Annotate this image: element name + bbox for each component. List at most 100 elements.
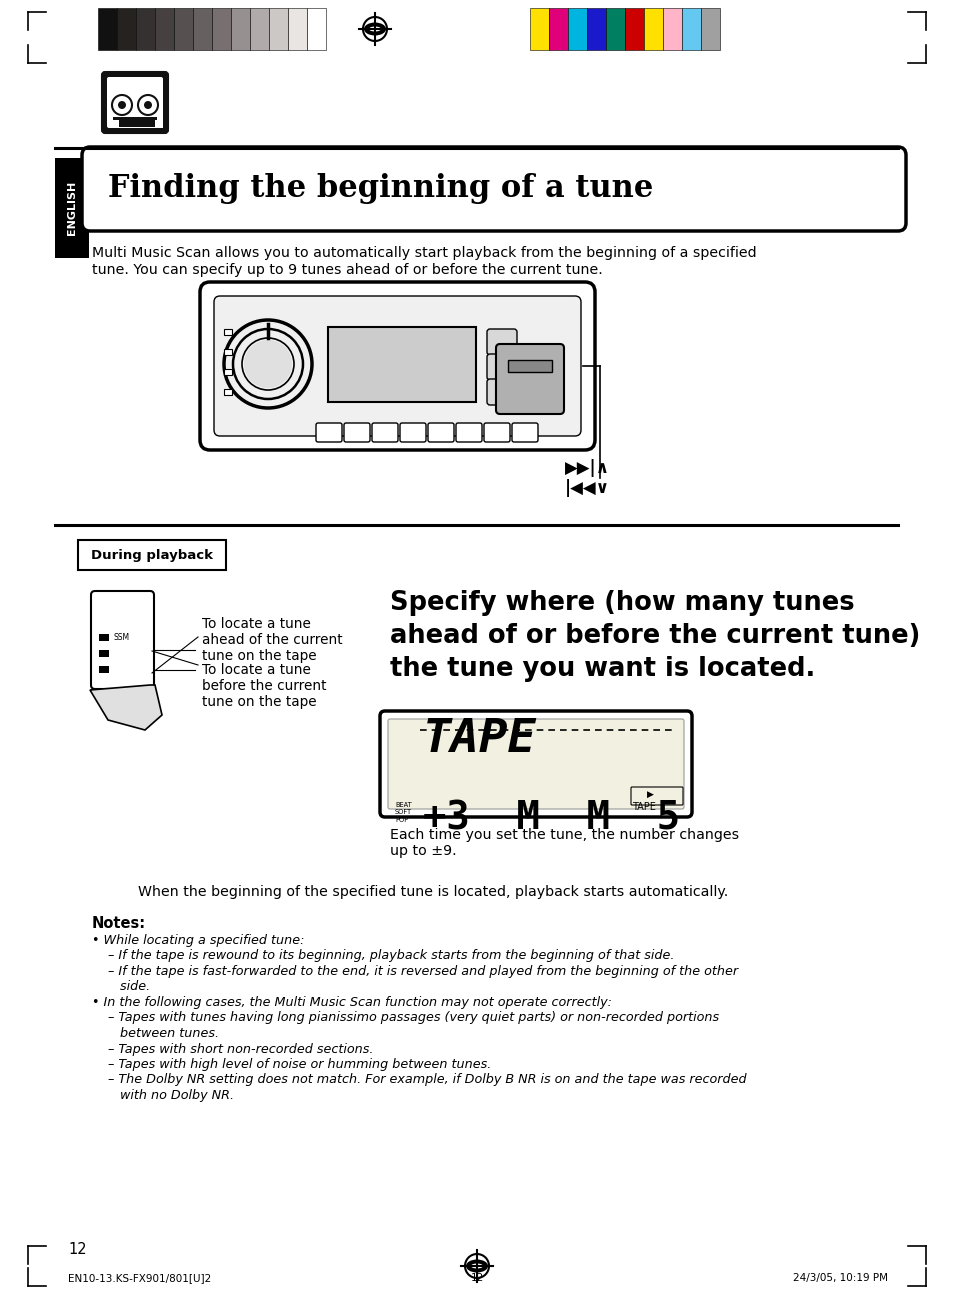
FancyBboxPatch shape [91, 591, 153, 688]
Text: with no Dolby NR.: with no Dolby NR. [108, 1090, 233, 1102]
Bar [55, 158, 89, 258]
Bar [224, 329, 232, 335]
Bar [643, 8, 662, 50]
Bar [250, 8, 269, 50]
FancyBboxPatch shape [483, 423, 510, 443]
Bar [193, 8, 212, 50]
Bar [548, 8, 567, 50]
Bar [224, 369, 232, 375]
Text: – If the tape is fast-forwarded to the end, it is reversed and played from the b: – If the tape is fast-forwarded to the e… [108, 965, 738, 978]
Text: During playback: During playback [91, 549, 213, 562]
Bar [231, 8, 250, 50]
Text: • In the following cases, the Multi Music Scan function may not operate correctl: • In the following cases, the Multi Musi… [91, 996, 611, 1009]
Text: When the beginning of the specified tune is located, playback starts automatical: When the beginning of the specified tune… [138, 885, 727, 899]
Polygon shape [90, 685, 162, 730]
Text: EN10-13.KS-FX901/801[U]2: EN10-13.KS-FX901/801[U]2 [68, 1273, 211, 1282]
Bar [99, 666, 109, 673]
FancyBboxPatch shape [456, 423, 481, 443]
Text: SSM: SSM [113, 633, 130, 642]
FancyBboxPatch shape [200, 282, 595, 450]
Bar [117, 8, 136, 50]
Text: Specify where (how many tunes
ahead of or before the current tune)
the tune you : Specify where (how many tunes ahead of o… [390, 590, 920, 682]
Text: TAPE: TAPE [631, 802, 655, 813]
Text: ▶▶|∧: ▶▶|∧ [564, 459, 610, 477]
Ellipse shape [369, 26, 380, 31]
Text: Multi Music Scan allows you to automatically start playback from the beginning o: Multi Music Scan allows you to automatic… [91, 246, 756, 260]
Ellipse shape [471, 1263, 482, 1268]
Bar [662, 8, 681, 50]
FancyBboxPatch shape [486, 379, 517, 405]
Bar [624, 8, 643, 50]
FancyBboxPatch shape [388, 719, 683, 809]
Bar [136, 8, 154, 50]
Text: 24/3/05, 10:19 PM: 24/3/05, 10:19 PM [792, 1273, 887, 1282]
Bar [212, 8, 231, 50]
Text: Notes:: Notes: [91, 916, 146, 930]
FancyBboxPatch shape [428, 423, 454, 443]
Text: – Tapes with tunes having long pianissimo passages (very quiet parts) or non-rec: – Tapes with tunes having long pianissim… [108, 1012, 719, 1025]
FancyBboxPatch shape [315, 423, 341, 443]
FancyBboxPatch shape [213, 296, 580, 436]
Ellipse shape [465, 1259, 488, 1272]
Bar [567, 8, 586, 50]
Text: – The Dolby NR setting does not match. For example, if Dolby B NR is on and the : – The Dolby NR setting does not match. F… [108, 1074, 746, 1087]
Bar [154, 120, 163, 128]
Bar [586, 8, 605, 50]
Circle shape [244, 340, 292, 388]
Bar [307, 8, 326, 50]
Bar [507, 360, 552, 371]
FancyBboxPatch shape [512, 423, 537, 443]
Bar [288, 8, 307, 50]
Text: – Tapes with high level of noise or humming between tunes.: – Tapes with high level of noise or humm… [108, 1058, 491, 1071]
Text: – If the tape is rewound to its beginning, playback starts from the beginning of: – If the tape is rewound to its beginnin… [108, 950, 674, 963]
Bar [224, 349, 232, 355]
Text: |◀◀∨: |◀◀∨ [564, 479, 610, 497]
Text: side.: side. [108, 981, 150, 994]
Circle shape [138, 94, 158, 115]
Circle shape [112, 94, 132, 115]
FancyBboxPatch shape [496, 344, 563, 414]
Bar [99, 634, 109, 641]
Bar [530, 8, 548, 50]
Bar [269, 8, 288, 50]
Text: To locate a tune
ahead of the current
tune on the tape: To locate a tune ahead of the current tu… [202, 617, 342, 664]
Bar [173, 8, 193, 50]
Bar [78, 540, 226, 569]
Bar [605, 8, 624, 50]
FancyBboxPatch shape [82, 148, 905, 232]
FancyBboxPatch shape [399, 423, 426, 443]
Text: – Tapes with short non-recorded sections.: – Tapes with short non-recorded sections… [108, 1043, 373, 1056]
Text: between tunes.: between tunes. [108, 1027, 219, 1040]
Bar [700, 8, 720, 50]
Text: +3  M  M  5: +3 M M 5 [422, 800, 679, 839]
Circle shape [144, 101, 152, 109]
FancyBboxPatch shape [102, 72, 168, 133]
Text: To locate a tune
before the current
tune on the tape: To locate a tune before the current tune… [202, 663, 326, 709]
Ellipse shape [364, 22, 386, 35]
FancyBboxPatch shape [486, 355, 517, 380]
Bar [328, 327, 476, 402]
FancyBboxPatch shape [486, 329, 517, 355]
FancyBboxPatch shape [344, 423, 370, 443]
FancyBboxPatch shape [107, 78, 163, 128]
Text: BEAT
SOFT
POP: BEAT SOFT POP [395, 802, 412, 823]
Text: Each time you set the tune, the number changes
up to ±9.: Each time you set the tune, the number c… [390, 828, 739, 858]
Bar [224, 389, 232, 395]
Text: • While locating a specified tune:: • While locating a specified tune: [91, 934, 304, 947]
Text: 12: 12 [470, 1273, 483, 1282]
Text: TAPE: TAPE [422, 717, 537, 762]
Text: ENGLISH: ENGLISH [67, 181, 77, 236]
Bar [111, 120, 119, 128]
Text: 12: 12 [68, 1242, 87, 1258]
Bar [112, 116, 157, 127]
Bar [98, 8, 117, 50]
Circle shape [118, 101, 126, 109]
Text: tune. You can specify up to 9 tunes ahead of or before the current tune.: tune. You can specify up to 9 tunes ahea… [91, 263, 602, 277]
FancyBboxPatch shape [372, 423, 397, 443]
FancyBboxPatch shape [379, 710, 691, 817]
Bar [681, 8, 700, 50]
Bar [154, 8, 173, 50]
Text: Finding the beginning of a tune: Finding the beginning of a tune [108, 173, 653, 204]
Text: ▶: ▶ [646, 791, 653, 798]
Bar [99, 650, 109, 657]
